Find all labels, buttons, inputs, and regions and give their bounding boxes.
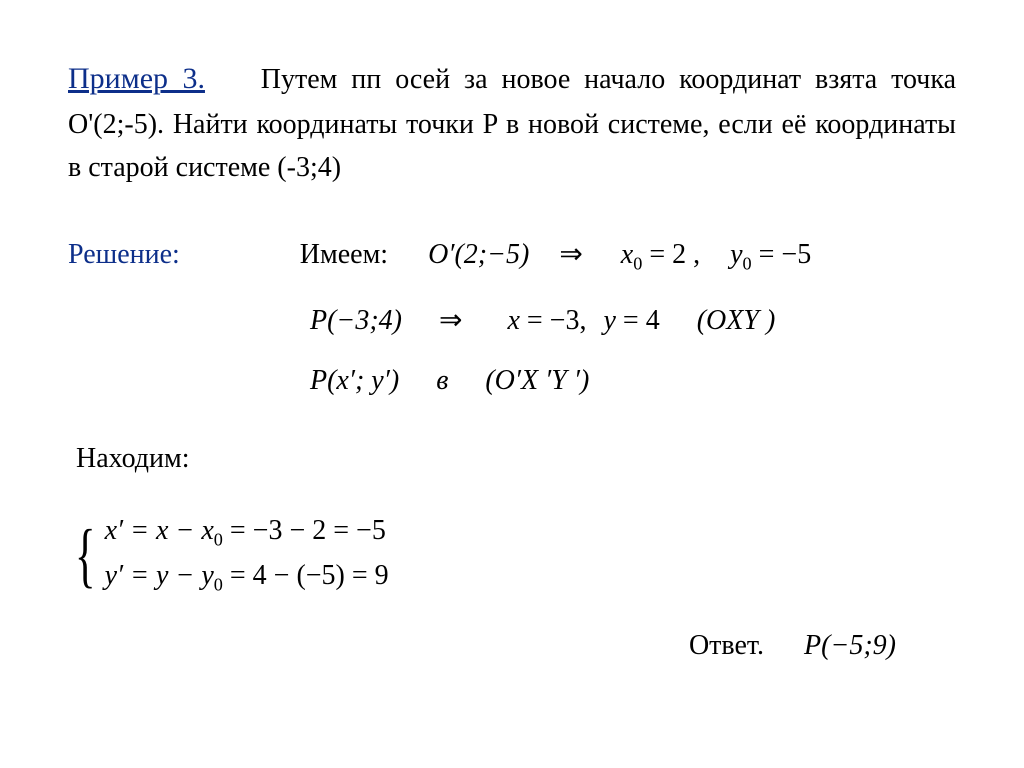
slide: Пример 3. Путем пп осей за новое начало … [0, 0, 1024, 768]
eq1-rhs: = −3 − 2 = −5 [223, 515, 386, 546]
left-brace-icon: { [75, 519, 96, 591]
x-eq: x = −3 [507, 305, 579, 336]
eq1-lhs: x′ = x − x [105, 515, 214, 546]
brace-lines: x′ = x − x0 = −3 − 2 = −5 y′ = y − y0 = … [105, 515, 389, 596]
x0-sub: 0 [633, 254, 642, 274]
find-label: Находим: [76, 443, 956, 475]
eq2-sub: 0 [214, 575, 223, 595]
y0-sub: 0 [743, 254, 752, 274]
eq1-sub: 0 [214, 529, 223, 549]
answer-line: Ответ. P(−5;9) [68, 630, 956, 662]
eq2: y′ = y − y0 = 4 − (−5) = 9 [105, 560, 389, 596]
solution-line: Решение: Имеем: O′(2;−5) ⇒ x0 = 2 , y0 =… [68, 237, 956, 275]
oxy-prime-system: (O′X ′Y ′) [485, 365, 589, 396]
x0-var: x [621, 239, 633, 270]
y0-eq: = −5 [752, 239, 812, 270]
eq1: x′ = x − x0 = −3 − 2 = −5 [105, 515, 389, 551]
solution-label: Решение: [68, 239, 180, 271]
line-p-old: P(−3;4) ⇒ x = −3, y = 4 (OXY ) [310, 303, 956, 337]
in-word: в [436, 365, 448, 396]
oxy-system: (OXY ) [697, 305, 776, 336]
y0-var: y [730, 239, 742, 270]
arrow-icon: ⇒ [559, 237, 582, 271]
line-p-new: P(x′; y′) в (O′X ′Y ′) [310, 365, 956, 397]
example-label: Пример 3. [68, 62, 205, 95]
comma: , [579, 305, 586, 336]
o-prime: O′(2;−5) [428, 239, 529, 271]
y-eq: y = 4 [603, 305, 659, 336]
arrow-icon: ⇒ [439, 303, 462, 337]
p-new: P(x′; y′) [310, 365, 399, 396]
x0-expr: x0 = 2 , [621, 239, 700, 275]
have-label: Имеем: [300, 239, 388, 271]
eq2-lhs: y′ = y − y [105, 560, 214, 591]
problem-statement: Пример 3. Путем пп осей за новое начало … [68, 56, 956, 189]
answer-value: P(−5;9) [804, 630, 896, 662]
brace-system: { x′ = x − x0 = −3 − 2 = −5 y′ = y − y0 … [68, 515, 956, 596]
p-old: P(−3;4) [310, 305, 402, 336]
y0-expr: y0 = −5 [730, 239, 811, 275]
eq2-rhs: = 4 − (−5) = 9 [223, 560, 389, 591]
x0-eq: = 2 , [642, 239, 700, 270]
answer-label: Ответ. [689, 630, 764, 662]
